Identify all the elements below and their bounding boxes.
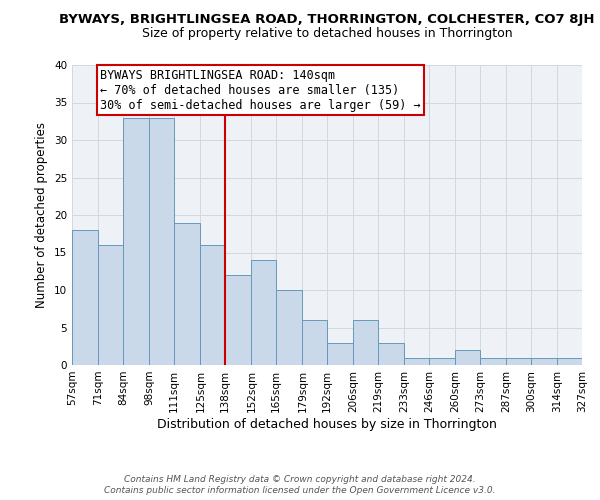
Bar: [557, 358, 582, 365]
Bar: [225, 275, 251, 365]
Text: Size of property relative to detached houses in Thorrington: Size of property relative to detached ho…: [142, 28, 512, 40]
Text: BYWAYS BRIGHTLINGSEA ROAD: 140sqm
← 70% of detached houses are smaller (135)
30%: BYWAYS BRIGHTLINGSEA ROAD: 140sqm ← 70% …: [100, 68, 421, 112]
Bar: [123, 118, 149, 365]
Bar: [506, 358, 531, 365]
Bar: [353, 320, 378, 365]
Bar: [276, 290, 302, 365]
Bar: [455, 350, 480, 365]
Bar: [149, 118, 174, 365]
Bar: [531, 358, 557, 365]
Bar: [378, 342, 404, 365]
Bar: [174, 222, 200, 365]
Bar: [98, 245, 123, 365]
Y-axis label: Number of detached properties: Number of detached properties: [35, 122, 49, 308]
Bar: [429, 358, 455, 365]
Bar: [480, 358, 506, 365]
Text: BYWAYS, BRIGHTLINGSEA ROAD, THORRINGTON, COLCHESTER, CO7 8JH: BYWAYS, BRIGHTLINGSEA ROAD, THORRINGTON,…: [59, 12, 595, 26]
Bar: [404, 358, 429, 365]
Bar: [72, 230, 98, 365]
Bar: [251, 260, 276, 365]
Bar: [302, 320, 327, 365]
Text: Contains HM Land Registry data © Crown copyright and database right 2024.: Contains HM Land Registry data © Crown c…: [124, 475, 476, 484]
X-axis label: Distribution of detached houses by size in Thorrington: Distribution of detached houses by size …: [157, 418, 497, 430]
Bar: [200, 245, 225, 365]
Text: Contains public sector information licensed under the Open Government Licence v3: Contains public sector information licen…: [104, 486, 496, 495]
Bar: [327, 342, 353, 365]
